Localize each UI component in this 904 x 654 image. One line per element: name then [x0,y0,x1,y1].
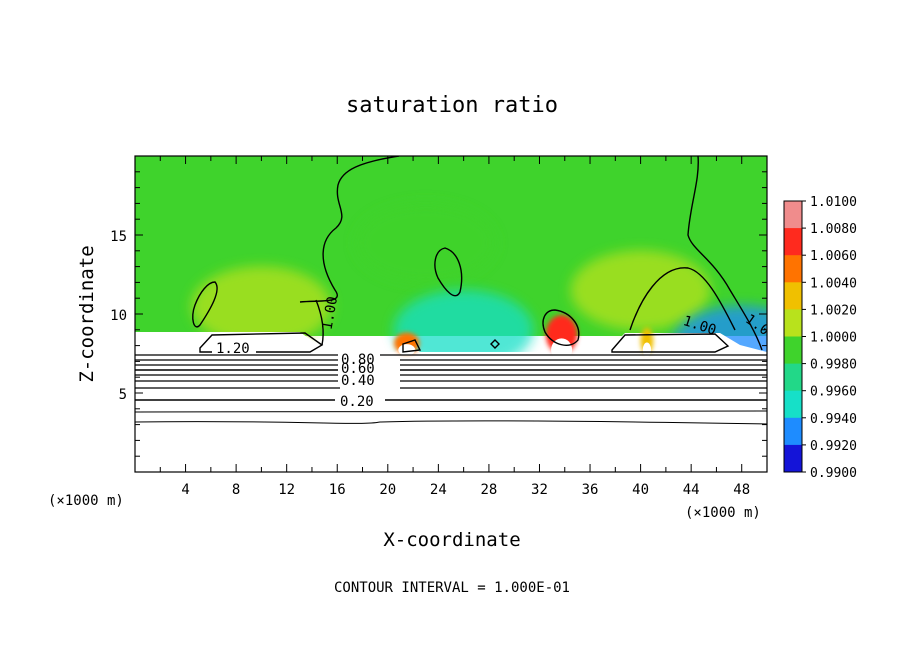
colorbar-swatch [784,336,802,365]
colorbar-tick-label: 1.0040 [810,276,857,291]
colorbar-tick-label: 1.0060 [810,249,857,264]
colorbar-tick-label: 0.9960 [810,385,857,400]
colorbar-swatch [784,444,802,473]
chart-title: saturation ratio [346,93,558,118]
x-tick-label: 20 [379,482,396,498]
colorbar-tick-label: 0.9940 [810,412,857,427]
plot-area: 1.20 1.00 1.00 1.00 0.80 0.60 0.40 0.20 [135,156,767,472]
contour-line [135,420,767,425]
colorbar-tick-label: 1.0080 [810,222,857,237]
x-tick-label: 16 [329,482,346,498]
contour-line [299,156,400,303]
horizontal-contours [135,354,767,425]
colorbar-swatch [784,363,802,392]
colorbar-swatch [784,282,802,310]
colorbar-tick-label: 1.0100 [810,195,857,210]
x-unit-left: (×1000 m) [48,493,124,509]
contour-line [135,410,767,413]
contour-labels: 1.20 1.00 1.00 1.00 0.80 0.60 0.40 0.20 [212,295,767,410]
x-tick-label: 32 [531,482,548,498]
colorbar-swatch [784,255,802,283]
contour-line [434,247,463,297]
contour-label: 0.40 [341,373,375,389]
x-axis-label: X-coordinate [383,529,520,551]
field-patch [355,202,496,283]
colorbar-tick-label: 1.0000 [810,331,857,346]
colorbar-swatch [784,417,802,446]
x-unit-right: (×1000 m) [685,505,761,521]
colorbar-swatch [784,228,802,256]
contour-line [192,281,218,328]
x-tick-label: 40 [632,482,649,498]
field-patch [570,250,711,331]
y-axis-ticks: 5 10 15 [110,171,767,457]
cloud-core [398,344,416,356]
x-tick-label: 36 [582,482,599,498]
colorbar-tick-label: 1.0020 [810,303,857,318]
x-tick-label: 12 [278,482,295,498]
contour-line [611,333,730,353]
contour-line [542,309,580,346]
x-tick-label: 28 [480,482,497,498]
x-tick-label: 8 [232,482,240,498]
y-tick-label: 10 [110,308,127,324]
colorbar-tick-label: 0.9900 [810,466,857,481]
contour-label: 1.00 [320,295,342,331]
contour-line [315,299,324,346]
colorbar-tick-label: 0.9920 [810,439,857,454]
contour-line [629,267,736,331]
x-tick-label: 48 [733,482,750,498]
x-tick-label: 4 [181,482,189,498]
colorbar: 1.0100 1.0080 1.0060 1.0040 1.0020 1.0000 0.99… [783,195,857,481]
colorbar-tick-label: 0.9980 [810,358,857,373]
y-tick-label: 15 [110,229,127,245]
cloud-core [642,342,652,358]
x-tick-label: 24 [430,482,447,498]
contour-interval-note: CONTOUR INTERVAL = 1.000E-01 [334,580,570,596]
y-tick-label: 5 [119,387,127,403]
colorbar-swatch [784,309,802,337]
contour-line [687,156,763,351]
x-tick-label: 44 [683,482,700,498]
y-axis-label: Z-coordinate [76,245,98,382]
contour-label: 0.20 [340,394,374,410]
x-axis-ticks: 4 8 12 16 20 24 28 32 36 40 44 48 [159,156,750,498]
contour-line [402,339,422,353]
contour-line [490,339,500,349]
colorbar-swatch [784,201,802,229]
colorbar-swatch [784,390,802,419]
field-patch [393,289,534,370]
contour-label: 1.20 [216,341,250,357]
field-patch [191,266,332,347]
cloud-core [551,338,573,362]
contour-label: 0.60 [341,361,375,377]
contour-lines [192,156,763,353]
lower-region [135,332,767,472]
